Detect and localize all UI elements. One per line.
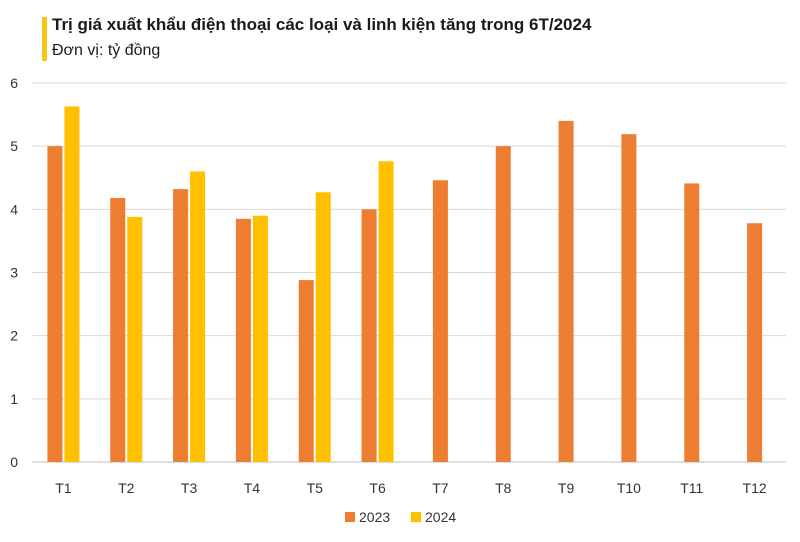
bar-2024-T5 <box>315 192 331 463</box>
bar-2024-T2 <box>127 216 143 462</box>
legend-swatch-2024 <box>411 512 421 522</box>
x-tick-label: T3 <box>181 480 198 496</box>
bar-2023-T8 <box>495 146 511 462</box>
y-tick-label: 2 <box>10 328 18 344</box>
y-axis-ticks: 0 1 2 3 4 5 6 <box>10 75 18 470</box>
y-tick-label: 4 <box>10 201 18 217</box>
y-tick-label: 1 <box>10 391 18 407</box>
y-tick-label: 0 <box>10 454 18 470</box>
x-tick-label: T9 <box>558 480 575 496</box>
bar-2023-T11 <box>684 183 700 462</box>
bar-2024-T1 <box>64 106 80 462</box>
bar-2023-T7 <box>432 180 448 462</box>
bar-2023-T6 <box>361 209 377 462</box>
title-accent-bar <box>42 17 47 61</box>
x-tick-label: T6 <box>369 480 386 496</box>
x-tick-label: T4 <box>244 480 261 496</box>
legend-label-2023: 2023 <box>359 509 390 525</box>
x-tick-label: T2 <box>118 480 135 496</box>
legend: 2023 2024 <box>345 509 456 525</box>
x-tick-label: T12 <box>743 480 767 496</box>
gridlines <box>32 82 786 463</box>
x-tick-label: T11 <box>680 480 703 496</box>
bar-2023-T10 <box>621 134 637 463</box>
bars <box>47 106 763 463</box>
chart-title: Trị giá xuất khẩu điện thoại các loại và… <box>52 15 592 34</box>
bar-2023-T12 <box>747 223 763 462</box>
legend-label-2024: 2024 <box>425 509 456 525</box>
x-tick-label: T7 <box>432 480 449 496</box>
x-axis-ticks: T1 T2 T3 T4 T5 T6 T7 T8 T9 T10 T11 T12 <box>55 480 767 496</box>
bar-2023-T5 <box>298 280 314 462</box>
bar-2024-T3 <box>190 171 206 462</box>
x-tick-label: T1 <box>55 480 72 496</box>
bar-2023-T9 <box>558 120 574 463</box>
x-tick-label: T8 <box>495 480 512 496</box>
y-tick-label: 6 <box>10 75 18 91</box>
legend-swatch-2023 <box>345 512 355 522</box>
bar-2023-T1 <box>47 146 63 462</box>
bar-2023-T4 <box>235 218 251 462</box>
bar-2023-T3 <box>173 189 189 462</box>
chart-subtitle: Đơn vị: tỷ đồng <box>52 42 161 59</box>
bar-2023-T2 <box>110 197 126 463</box>
x-tick-label: T10 <box>617 480 641 496</box>
bar-2024-T6 <box>378 161 394 462</box>
bar-2024-T4 <box>252 215 268 462</box>
x-tick-label: T5 <box>307 480 324 496</box>
y-tick-label: 3 <box>10 265 18 281</box>
y-tick-label: 5 <box>10 138 18 154</box>
